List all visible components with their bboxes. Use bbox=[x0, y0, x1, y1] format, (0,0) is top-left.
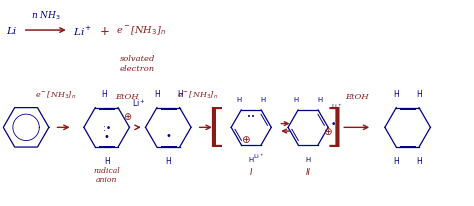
Text: ⊕: ⊕ bbox=[123, 111, 131, 121]
Text: EtOH: EtOH bbox=[115, 93, 139, 101]
Text: •: • bbox=[165, 131, 171, 141]
Text: radical
anion: radical anion bbox=[93, 166, 120, 183]
Text: ⊕: ⊕ bbox=[323, 127, 332, 137]
Text: e$^-$[NH$_3$]$_n$: e$^-$[NH$_3$]$_n$ bbox=[177, 89, 219, 101]
Text: Li$^+$: Li$^+$ bbox=[253, 152, 264, 161]
Text: H: H bbox=[237, 97, 242, 103]
Text: H: H bbox=[293, 97, 299, 103]
Text: H: H bbox=[261, 97, 266, 103]
Text: Li$^+$: Li$^+$ bbox=[330, 101, 342, 110]
Text: e$^-$[NH$_3$]$_n$: e$^-$[NH$_3$]$_n$ bbox=[116, 25, 166, 37]
Text: H: H bbox=[154, 90, 160, 99]
Text: •: • bbox=[330, 119, 336, 128]
Text: n NH$_3$: n NH$_3$ bbox=[31, 9, 61, 22]
Text: solvated
electron: solvated electron bbox=[120, 55, 155, 72]
Text: H: H bbox=[165, 157, 171, 165]
Text: H: H bbox=[177, 90, 182, 99]
Text: II: II bbox=[306, 167, 310, 176]
Text: :•: :• bbox=[102, 123, 111, 132]
Text: H: H bbox=[248, 156, 254, 162]
Text: H: H bbox=[393, 157, 399, 165]
Text: Li$^+$: Li$^+$ bbox=[132, 97, 145, 109]
Text: ⊕: ⊕ bbox=[241, 135, 250, 145]
Text: H: H bbox=[104, 157, 109, 165]
Text: Li$^+$: Li$^+$ bbox=[73, 24, 93, 37]
Text: e$^-$[NH$_3$]$_n$: e$^-$[NH$_3$]$_n$ bbox=[35, 89, 77, 101]
Text: H: H bbox=[393, 90, 399, 99]
Text: H: H bbox=[416, 90, 422, 99]
Text: [: [ bbox=[208, 106, 225, 149]
Text: H: H bbox=[101, 90, 107, 99]
Text: ]: ] bbox=[326, 106, 343, 149]
Text: H: H bbox=[416, 157, 422, 165]
Text: Li: Li bbox=[6, 26, 16, 35]
Text: I: I bbox=[250, 167, 253, 176]
Text: EtOH: EtOH bbox=[345, 93, 369, 101]
Text: +: + bbox=[100, 25, 109, 37]
Text: H: H bbox=[318, 97, 323, 103]
Text: •: • bbox=[104, 132, 109, 142]
Text: H: H bbox=[305, 156, 311, 162]
Text: ••: •• bbox=[247, 114, 255, 120]
